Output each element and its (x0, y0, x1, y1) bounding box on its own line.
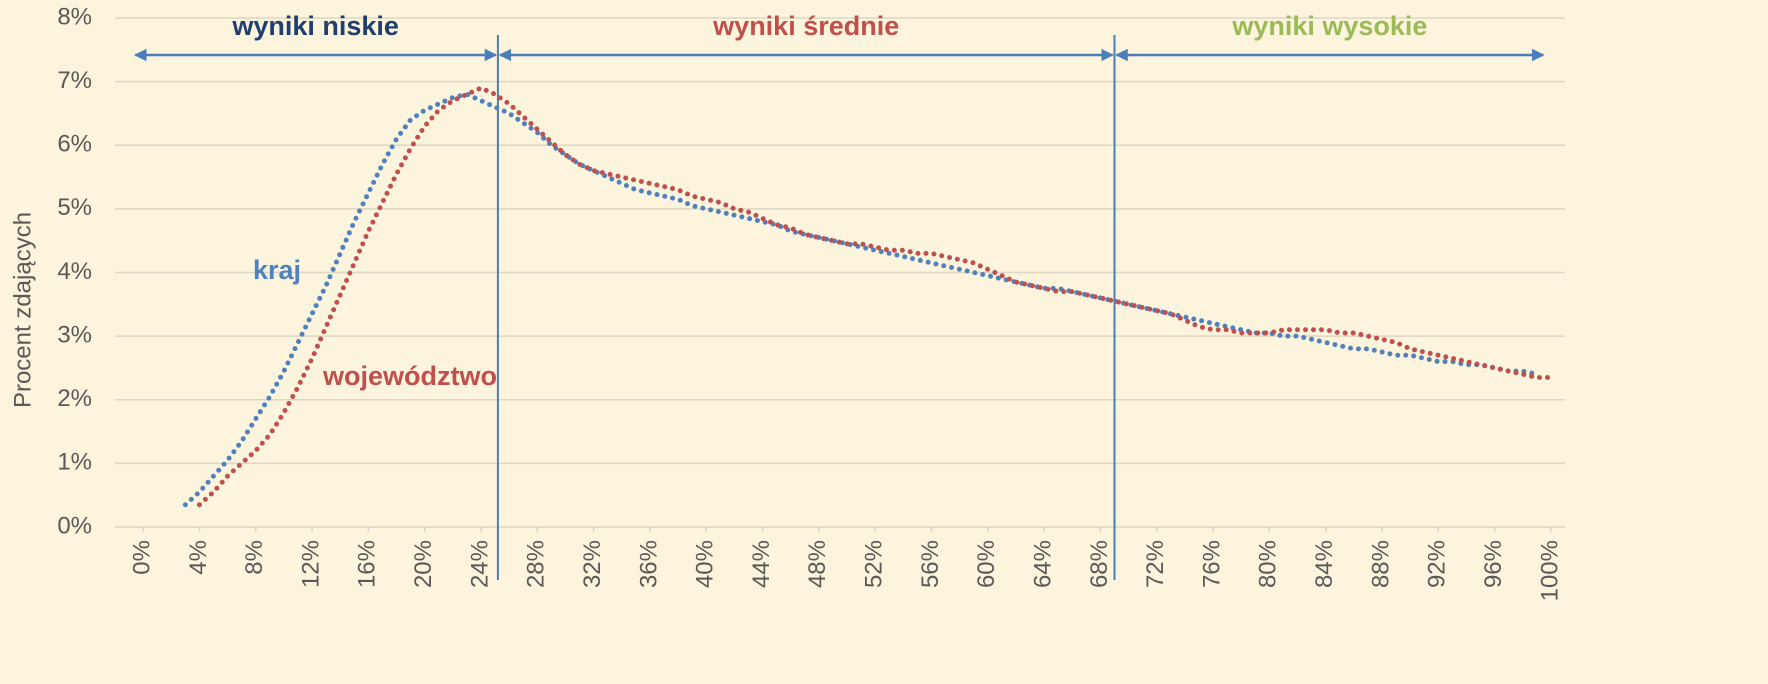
x-tick-label: 80% (1255, 540, 1282, 588)
y-tick-label: 8% (57, 3, 92, 30)
x-tick-label: 72% (1142, 540, 1169, 588)
y-tick-label: 3% (57, 321, 92, 348)
y-axis-label: Procent zdających (9, 212, 36, 408)
x-tick-label: 48% (804, 540, 831, 588)
x-tick-label: 28% (523, 540, 550, 588)
x-tick-label: 60% (973, 540, 1000, 588)
series-line (182, 91, 1540, 508)
x-tick-label: 36% (635, 540, 662, 588)
x-tick-label: 56% (917, 540, 944, 588)
x-tick-label: 24% (466, 540, 493, 588)
y-tick-label: 1% (57, 449, 92, 476)
x-tick-label: 16% (354, 540, 381, 588)
x-tick-label: 68% (1086, 540, 1113, 588)
region-label: wyniki niskie (231, 11, 399, 41)
x-tick-label: 4% (185, 540, 212, 575)
x-tick-label: 100% (1536, 540, 1563, 601)
y-tick-label: 5% (57, 194, 92, 221)
x-tick-label: 8% (241, 540, 268, 575)
x-tick-label: 32% (579, 540, 606, 588)
x-tick-label: 84% (1311, 540, 1338, 588)
x-tick-label: 76% (1198, 540, 1225, 588)
region-label: wyniki wysokie (1231, 11, 1427, 41)
y-tick-label: 7% (57, 67, 92, 94)
y-tick-label: 4% (57, 258, 92, 285)
series-label: województwo (322, 361, 497, 391)
x-tick-label: 12% (297, 540, 324, 588)
x-tick-label: 40% (692, 540, 719, 588)
x-tick-label: 20% (410, 540, 437, 588)
x-tick-label: 92% (1424, 540, 1451, 588)
y-tick-label: 0% (57, 512, 92, 539)
series-label: kraj (253, 255, 301, 285)
x-tick-label: 96% (1480, 540, 1507, 588)
x-tick-label: 64% (1029, 540, 1056, 588)
region-label: wyniki średnie (712, 11, 899, 41)
x-tick-label: 52% (861, 540, 888, 588)
x-tick-label: 88% (1367, 540, 1394, 588)
y-tick-label: 2% (57, 385, 92, 412)
y-tick-label: 6% (57, 131, 92, 158)
x-tick-label: 44% (748, 540, 775, 588)
x-tick-label: 0% (128, 540, 155, 575)
